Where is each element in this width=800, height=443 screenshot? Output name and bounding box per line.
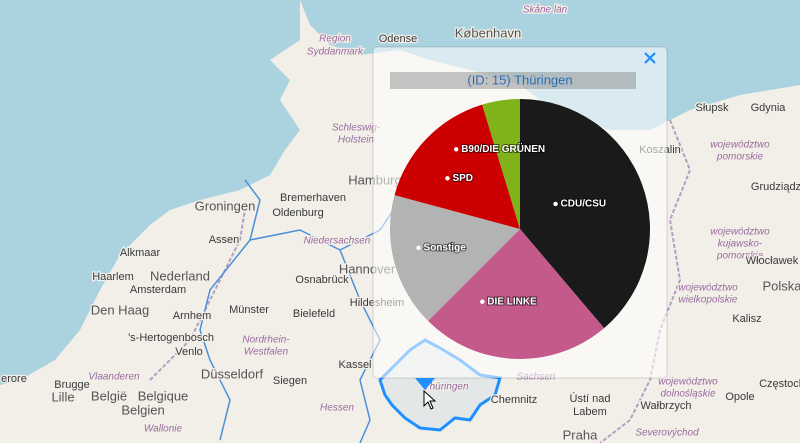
popup-tip: [415, 378, 435, 390]
place-label: Częstoch: [759, 378, 800, 390]
place-label: Schleswig-: [332, 123, 381, 134]
pie-slice: [520, 99, 650, 329]
place-label: Praha: [563, 427, 598, 442]
place-label: pomorskie: [716, 152, 764, 163]
place-label: Opole: [725, 391, 754, 403]
place-label: kujawsko-: [718, 239, 763, 250]
place-label: Assen: [209, 234, 240, 246]
place-label: województwo: [658, 377, 718, 388]
close-button[interactable]: [644, 52, 656, 64]
place-label: België: [91, 388, 127, 403]
place-label: Düsseldorf: [201, 366, 264, 381]
slice-label: SPD: [452, 173, 473, 184]
place-label: Venlo: [175, 346, 203, 358]
place-label: Labem: [573, 406, 607, 418]
place-label: Lille: [51, 389, 74, 404]
slice-label: DIE LINKE: [487, 296, 537, 307]
place-label: København: [455, 25, 522, 40]
place-label: Siegen: [273, 375, 307, 387]
place-label: Vlaanderen: [88, 372, 140, 383]
place-label: Alkmaar: [120, 247, 161, 259]
place-label: Brugge: [54, 379, 89, 391]
place-label: Gdynia: [751, 102, 787, 114]
label-dot: [416, 245, 421, 250]
place-label: Groningen: [195, 198, 256, 213]
place-label: Wallonie: [144, 424, 183, 435]
pie-slice: [394, 104, 520, 229]
place-label: Bremerhaven: [280, 192, 346, 204]
place-label: Bielefeld: [293, 308, 335, 320]
pie-slice: [428, 229, 605, 359]
place-label: dolnośląskie: [660, 389, 715, 400]
pie-slice: [390, 195, 520, 321]
place-label: Hessen: [320, 403, 354, 414]
place-label: wielkopolskie: [679, 295, 738, 306]
place-label: województwo: [710, 140, 770, 151]
place-label: Odense: [379, 33, 418, 45]
place-label: Münster: [229, 304, 269, 316]
place-label: Nederland: [150, 268, 210, 283]
place-label: Ústí nad: [570, 392, 611, 405]
place-label: Amsterdam: [130, 284, 186, 296]
place-label: Włocławek: [746, 255, 799, 267]
place-label: 's-Hertogenbosch: [128, 332, 214, 344]
slice-label: B90/DIE GRÜNEN: [461, 142, 545, 155]
place-label: Belgique: [138, 388, 189, 403]
place-label: Chemnitz: [491, 394, 537, 406]
label-dot: [553, 201, 558, 207]
place-label: Syddanmark: [307, 47, 364, 58]
place-label: Grudziądz: [751, 181, 800, 193]
slice-label: Sonstige: [424, 242, 467, 253]
place-label: Polska: [762, 278, 800, 293]
place-label: Arnhem: [173, 310, 212, 322]
title-bar: [390, 72, 636, 89]
place-label: Kassel: [338, 359, 371, 371]
place-label: Nordrhein-: [242, 335, 290, 346]
label-dot: [480, 299, 485, 304]
place-label: Słupsk: [695, 102, 729, 114]
pie-slice: [482, 99, 520, 229]
place-label: Severovýchod: [635, 428, 699, 439]
label-dot: [445, 176, 450, 181]
place-label: Westfalen: [244, 347, 289, 358]
place-label: województwo: [678, 283, 738, 294]
border: [599, 119, 692, 443]
place-label: Oldenburg: [272, 207, 323, 219]
cursor: [423, 389, 437, 410]
place-label: Belgien: [121, 402, 164, 417]
label-dot: [453, 147, 459, 152]
place-label: erore: [1, 373, 27, 385]
place-label: Haarlem: [92, 271, 134, 283]
place-label: Kalisz: [732, 313, 761, 325]
place-label: Region: [319, 34, 351, 45]
place-label: Skåne län: [523, 4, 568, 16]
place-label: Thüringen: [423, 382, 468, 393]
place-label: województwo: [710, 227, 770, 238]
place-label: Niedersachsen: [304, 236, 371, 247]
slice-label: CDU/CSU: [561, 199, 607, 210]
place-label: Den Haag: [91, 302, 150, 317]
north-sea: [0, 0, 300, 385]
place-label: pomorskie: [716, 251, 764, 262]
place-label: Osnabrück: [295, 274, 349, 286]
place-label: Wałbrzych: [641, 400, 692, 412]
place-label: Holstein: [338, 135, 375, 146]
chart-title: (ID: 15) Thüringen: [467, 72, 572, 87]
